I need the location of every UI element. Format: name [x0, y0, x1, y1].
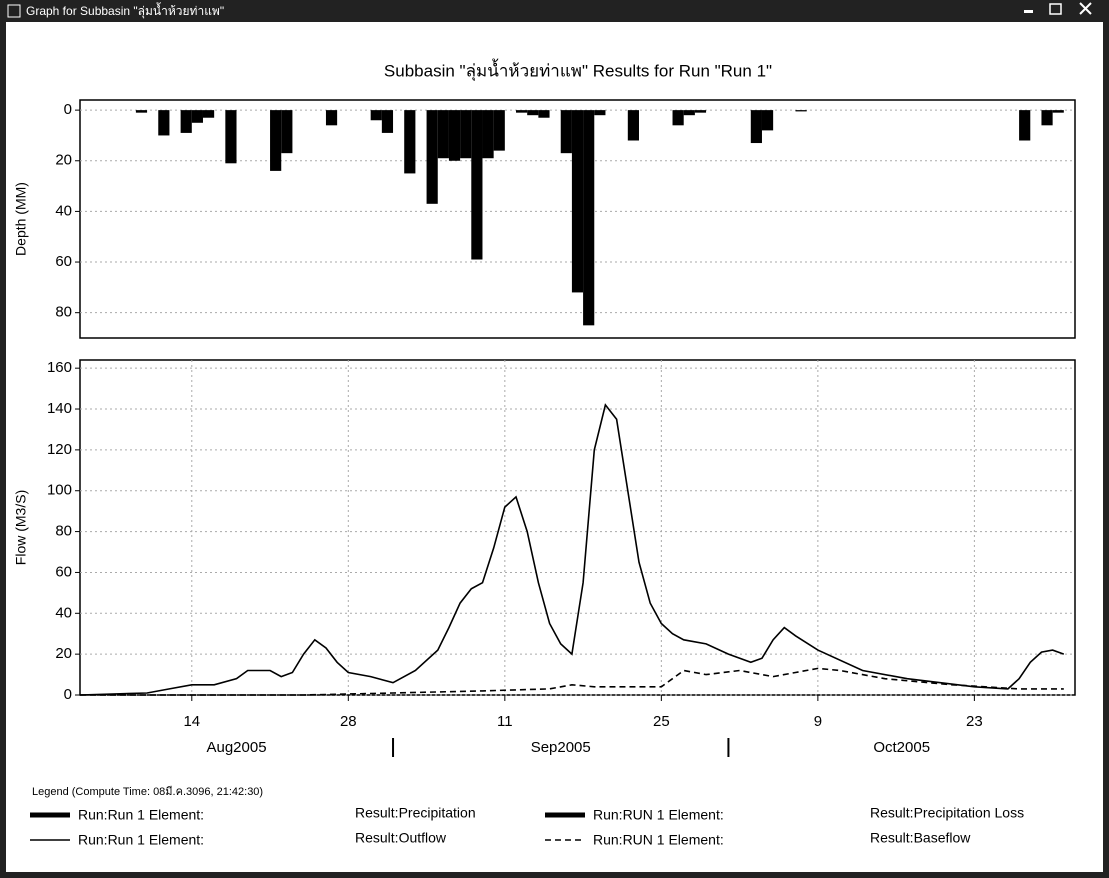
bar — [270, 110, 282, 171]
plot-area — [79, 359, 1076, 696]
y-axis-label: Depth (MM) — [13, 182, 29, 256]
minimize-button[interactable] — [1024, 10, 1033, 13]
y-tick-label: 80 — [55, 523, 72, 540]
bar — [426, 110, 438, 204]
bar — [448, 110, 461, 161]
chart-title: Subbasin "ลุ่มน้ำห้วยท่าแพ" Results for … — [384, 58, 772, 81]
legend-run: Run:Run 1 Element: — [78, 832, 204, 848]
bar — [482, 110, 494, 159]
y-tick-label: 60 — [55, 563, 72, 580]
month-label: Aug2005 — [206, 739, 266, 756]
bar — [594, 110, 606, 116]
y-tick-label: 0 — [64, 686, 72, 703]
window-icon — [7, 4, 21, 18]
bar — [202, 110, 215, 118]
bar — [460, 110, 472, 159]
bar — [672, 110, 684, 126]
y-tick-label: 60 — [55, 253, 72, 270]
legend-run: Run:RUN 1 Element: — [593, 832, 724, 848]
bar — [538, 110, 550, 118]
bar — [437, 110, 449, 159]
legend-heading: Legend (Compute Time: 08มี.ค.3096, 21:42… — [32, 785, 263, 798]
legend-run: Run:RUN 1 Element: — [593, 807, 724, 823]
bar — [527, 110, 539, 116]
y-tick-label: 80 — [55, 304, 72, 321]
bar — [1052, 110, 1064, 113]
y-tick-label: 160 — [47, 359, 72, 376]
x-tick-label: 11 — [497, 713, 513, 730]
legend-run: Run:Run 1 Element: — [78, 807, 204, 823]
y-tick-label: 20 — [55, 152, 72, 169]
bar — [1019, 110, 1031, 141]
window-title: Graph for Subbasin "ลุ่มน้ำห้วยท่าแพ" — [26, 2, 224, 19]
bar — [381, 110, 394, 133]
plot-area — [79, 99, 1076, 339]
bar — [795, 110, 807, 112]
bar — [471, 110, 483, 260]
x-tick-label: 28 — [340, 713, 357, 730]
bar — [1041, 110, 1053, 126]
bar — [404, 110, 416, 174]
month-label: Sep2005 — [531, 739, 591, 756]
x-tick-label: 14 — [183, 713, 200, 730]
y-tick-label: 140 — [47, 400, 72, 417]
bar — [180, 110, 192, 133]
client-area — [6, 22, 1103, 872]
x-tick-label: 23 — [966, 713, 983, 730]
y-tick-label: 0 — [64, 101, 72, 118]
legend-result: Result:Outflow — [355, 830, 447, 846]
bar — [627, 110, 639, 141]
bar — [694, 110, 707, 113]
bar — [750, 110, 762, 144]
legend-result: Result:Baseflow — [870, 830, 971, 846]
bar — [281, 110, 293, 154]
y-axis-label: Flow (M3/S) — [13, 490, 29, 565]
maximize-button[interactable] — [1049, 3, 1062, 15]
x-tick-label: 9 — [814, 713, 822, 730]
bar — [135, 110, 148, 113]
y-tick-label: 40 — [55, 202, 72, 219]
bar — [225, 110, 237, 164]
month-label: Oct2005 — [873, 739, 930, 756]
bar — [683, 110, 695, 116]
x-tick-label: 25 — [653, 713, 670, 730]
bar — [560, 110, 572, 154]
bar — [493, 110, 505, 151]
bar — [158, 110, 170, 136]
bar — [583, 110, 595, 326]
bar — [325, 110, 338, 126]
bar — [191, 110, 203, 123]
bar — [761, 110, 774, 131]
y-tick-label: 40 — [55, 604, 72, 621]
legend-result: Result:Precipitation Loss — [870, 805, 1024, 821]
y-tick-label: 100 — [47, 482, 72, 499]
legend-result: Result:Precipitation — [355, 805, 476, 821]
dashed-line — [80, 667, 1064, 696]
bar — [370, 110, 382, 121]
close-button[interactable] — [1079, 2, 1092, 15]
y-tick-label: 120 — [47, 441, 72, 458]
line — [79, 403, 1065, 696]
bar — [571, 110, 584, 293]
y-tick-label: 20 — [55, 645, 72, 662]
bar — [516, 110, 528, 113]
